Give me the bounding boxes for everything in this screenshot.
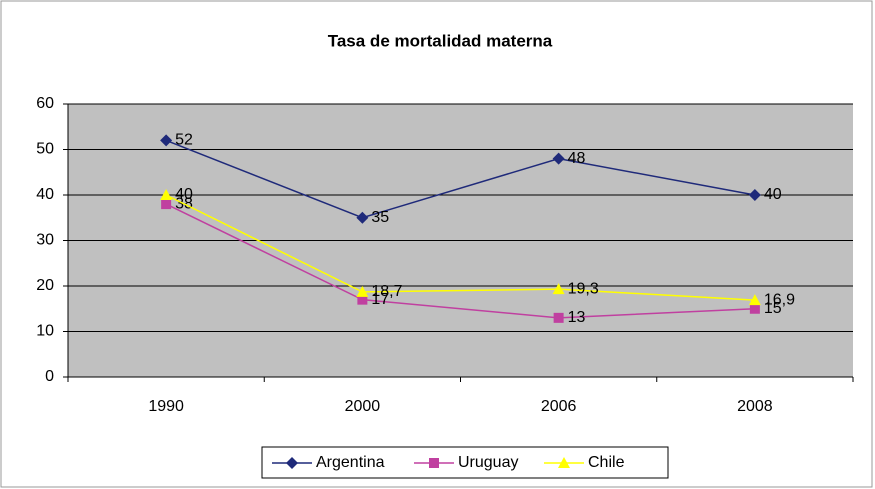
data-label: 48 (568, 150, 586, 167)
y-tick-label: 50 (36, 141, 54, 158)
marker (552, 152, 565, 165)
x-tick-label: 2008 (737, 398, 773, 415)
chart-title: Tasa de mortalidad materna (328, 31, 553, 50)
data-label: 13 (568, 309, 586, 326)
marker (357, 294, 368, 305)
data-label: 40 (175, 186, 193, 203)
legend-box (261, 446, 669, 479)
legend-marker (558, 457, 570, 468)
marker (161, 199, 172, 210)
y-tick-label: 40 (36, 186, 54, 203)
series-line (165, 203, 755, 319)
y-tick-label: 10 (36, 323, 54, 340)
marker (749, 303, 760, 314)
data-label: 16,9 (764, 291, 795, 308)
marker (748, 294, 761, 306)
legend-marker (286, 457, 298, 469)
marker (553, 312, 564, 323)
y-tick-label: 20 (36, 277, 54, 294)
marker (160, 189, 173, 200)
data-label: 40 (764, 186, 782, 203)
data-label: 15 (764, 300, 782, 317)
legend-label: Chile (588, 454, 625, 471)
data-label: 18,7 (371, 283, 402, 300)
marker (160, 134, 173, 147)
data-label: 17 (371, 291, 389, 308)
data-label: 35 (371, 209, 389, 226)
legend-label: Argentina (316, 454, 385, 471)
marker (552, 283, 565, 295)
legend-label: Uruguay (458, 454, 518, 471)
x-tick-label: 2000 (345, 398, 381, 415)
legend-marker (429, 458, 439, 468)
y-tick-label: 60 (36, 95, 54, 112)
y-tick-label: 0 (45, 368, 54, 385)
marker (748, 189, 761, 201)
data-label: 52 (175, 132, 193, 149)
x-tick-label: 2006 (541, 398, 577, 415)
x-tick-label: 1990 (148, 398, 184, 415)
series-line (165, 139, 756, 219)
marker (356, 285, 369, 297)
marker (356, 211, 369, 224)
y-tick-label: 30 (36, 232, 54, 249)
series-line (165, 194, 755, 301)
data-label: 19,3 (568, 280, 599, 297)
